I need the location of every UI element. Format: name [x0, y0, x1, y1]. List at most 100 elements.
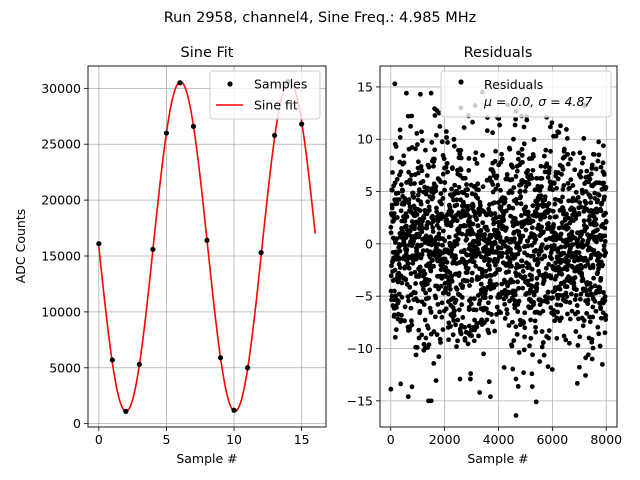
residual-point [406, 169, 412, 175]
residual-point [509, 263, 515, 269]
residual-point [422, 317, 428, 323]
residuals-plot-area [388, 81, 609, 418]
residual-point [458, 167, 464, 173]
residual-point [425, 281, 430, 287]
residual-point [503, 294, 509, 300]
residual-point [541, 229, 546, 235]
residual-point [574, 380, 580, 386]
residual-point [507, 298, 512, 304]
residual-point [486, 206, 492, 212]
residual-point [490, 319, 495, 325]
sine-fit-xtick-label: 0 [95, 432, 103, 447]
residual-point [511, 236, 517, 242]
residual-point [593, 308, 599, 314]
residual-point [389, 205, 395, 211]
residual-point [396, 197, 402, 202]
residual-point [436, 231, 442, 237]
residual-point [415, 142, 420, 147]
residual-point [587, 319, 593, 325]
residual-point [389, 155, 395, 161]
residual-point [442, 238, 448, 244]
residual-point [602, 225, 608, 231]
residual-point [414, 345, 420, 350]
residual-point [580, 244, 586, 249]
residual-point [412, 235, 418, 241]
sine-fit-legend-box [209, 70, 321, 120]
residual-point [603, 313, 609, 318]
residuals-legend-box [440, 70, 612, 118]
residual-point [450, 165, 455, 171]
residual-point [490, 169, 496, 175]
residual-point [601, 289, 606, 295]
residuals-ytick-label: 0 [365, 236, 373, 251]
residual-point [542, 214, 548, 220]
residual-point [419, 332, 425, 338]
residual-point [510, 366, 516, 372]
residual-point [588, 221, 593, 227]
residual-point [516, 298, 522, 304]
residual-point [585, 261, 591, 267]
residual-point [511, 136, 516, 142]
residual-point [388, 386, 394, 392]
residual-point [390, 170, 395, 175]
residual-point [420, 287, 426, 292]
residual-point [583, 288, 589, 294]
residual-point [474, 217, 479, 223]
residual-point [470, 231, 476, 236]
residual-point [596, 262, 601, 268]
residual-point [452, 182, 458, 188]
residual-point [463, 232, 469, 238]
residual-point [446, 337, 452, 343]
residual-point [421, 215, 427, 221]
residual-point [594, 239, 599, 245]
residual-point [590, 314, 596, 320]
residual-point [408, 271, 414, 277]
residual-point [472, 317, 477, 323]
residual-point [537, 188, 543, 193]
residual-point [522, 334, 527, 340]
residuals-xlabel: Sample # [467, 451, 528, 466]
residual-point [407, 177, 413, 183]
residual-point [578, 174, 584, 180]
residual-point [596, 266, 601, 272]
residual-point [594, 209, 600, 215]
residual-point [568, 156, 573, 162]
residual-point [419, 252, 425, 258]
residual-point [590, 265, 596, 270]
sample-point [150, 246, 156, 252]
residual-point [456, 270, 462, 276]
residual-point [415, 298, 421, 304]
residual-point [577, 150, 583, 156]
residual-point [430, 194, 436, 200]
residual-point [575, 309, 581, 315]
residual-point [593, 166, 599, 172]
residual-point [413, 146, 418, 152]
residual-point [480, 220, 486, 226]
residual-point [516, 150, 521, 156]
residual-point [406, 200, 412, 206]
residual-point [558, 244, 564, 250]
residual-point [457, 260, 463, 265]
residual-point [514, 200, 520, 206]
sample-point [217, 355, 224, 361]
sine-fit-plot-area [96, 79, 316, 414]
residual-point [485, 300, 491, 306]
residual-point [575, 343, 581, 348]
residual-point [543, 265, 549, 271]
residual-point [451, 313, 457, 318]
residual-point [388, 288, 394, 294]
residual-point [551, 246, 557, 252]
residual-point [495, 182, 501, 188]
residual-point [520, 285, 526, 291]
residual-point [458, 147, 464, 153]
residual-point [426, 164, 432, 170]
residual-point [572, 167, 578, 173]
residual-point [458, 331, 464, 337]
residual-point [388, 224, 394, 230]
residual-point [538, 248, 544, 254]
residual-point [469, 277, 475, 282]
residual-point [554, 185, 559, 191]
residual-point [531, 292, 537, 298]
sample-point [272, 132, 278, 138]
residual-point [478, 281, 484, 287]
